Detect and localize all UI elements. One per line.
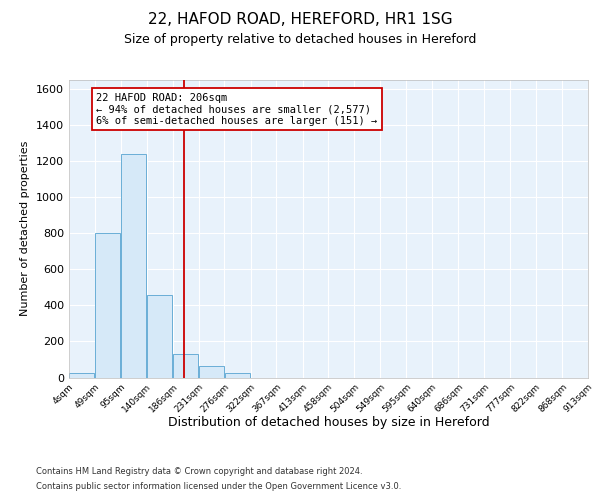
Text: Contains public sector information licensed under the Open Government Licence v3: Contains public sector information licen… <box>36 482 401 491</box>
Bar <box>224 373 250 378</box>
Bar <box>69 373 94 378</box>
Text: Distribution of detached houses by size in Hereford: Distribution of detached houses by size … <box>168 416 490 429</box>
Text: 22 HAFOD ROAD: 206sqm
← 94% of detached houses are smaller (2,577)
6% of semi-de: 22 HAFOD ROAD: 206sqm ← 94% of detached … <box>97 92 377 126</box>
Text: Size of property relative to detached houses in Hereford: Size of property relative to detached ho… <box>124 32 476 46</box>
Y-axis label: Number of detached properties: Number of detached properties <box>20 141 31 316</box>
Text: 22, HAFOD ROAD, HEREFORD, HR1 1SG: 22, HAFOD ROAD, HEREFORD, HR1 1SG <box>148 12 452 28</box>
Bar <box>147 296 172 378</box>
Bar <box>121 154 146 378</box>
Text: Contains HM Land Registry data © Crown copyright and database right 2024.: Contains HM Land Registry data © Crown c… <box>36 467 362 476</box>
Bar <box>199 366 224 378</box>
Bar <box>173 354 199 378</box>
Bar <box>95 234 120 378</box>
